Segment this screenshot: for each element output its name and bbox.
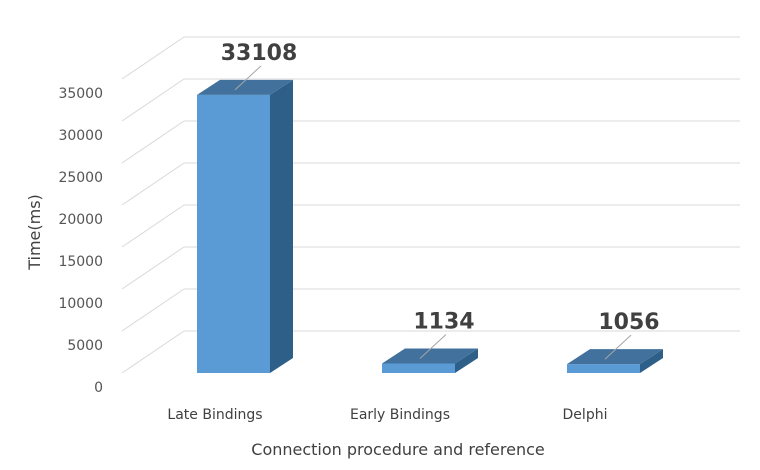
gridline-depth [121,330,185,374]
data-label-leader [419,334,447,359]
bar [382,348,478,373]
x-axis-title: Connection procedure and reference [251,440,544,459]
bar-side [270,79,293,374]
bar-top [197,79,293,95]
bar-side [455,348,478,373]
data-label: 33108 [221,41,298,66]
y-tick-label: 30000 [58,128,103,144]
gridline-depth [121,162,185,206]
data-label-leader [604,334,632,360]
y-tick-label: 20000 [58,212,103,228]
y-axis-title: Time(ms) [25,194,44,271]
gridline-depth [121,204,185,248]
y-tick-label: 15000 [58,254,103,270]
gridline-depth [121,120,185,164]
gridline-depth [121,78,185,122]
x-tick-label: Early Bindings [350,407,450,423]
bars [197,79,663,374]
y-tick-label: 5000 [67,338,103,354]
bar-front [197,94,270,374]
y-tick-label: 0 [94,380,103,396]
data-label-leader [234,65,262,91]
gridline-depth [121,246,185,290]
bar [567,349,663,373]
y-tick-labels: 0 5000 10000 15000 20000 25000 30000 35000 [58,86,103,396]
bar-top [382,348,478,364]
bar-side [640,349,663,373]
bar [197,79,293,374]
bar-top [567,349,663,365]
x-tick-labels: Late Bindings Early Bindings Delphi [167,407,607,423]
y-tick-label: 10000 [58,296,103,312]
data-label: 1056 [598,310,659,335]
data-label: 1134 [413,309,474,334]
gridline-depth [121,36,185,80]
data-labels: 33108 1134 1056 [221,41,660,360]
x-tick-label: Delphi [563,407,608,423]
y-tick-label: 35000 [58,86,103,102]
y-tick-label: 25000 [58,170,103,186]
gridline-depth [121,288,185,332]
bar-front [382,363,455,373]
x-tick-label: Late Bindings [167,407,262,423]
bar-front [567,364,640,373]
